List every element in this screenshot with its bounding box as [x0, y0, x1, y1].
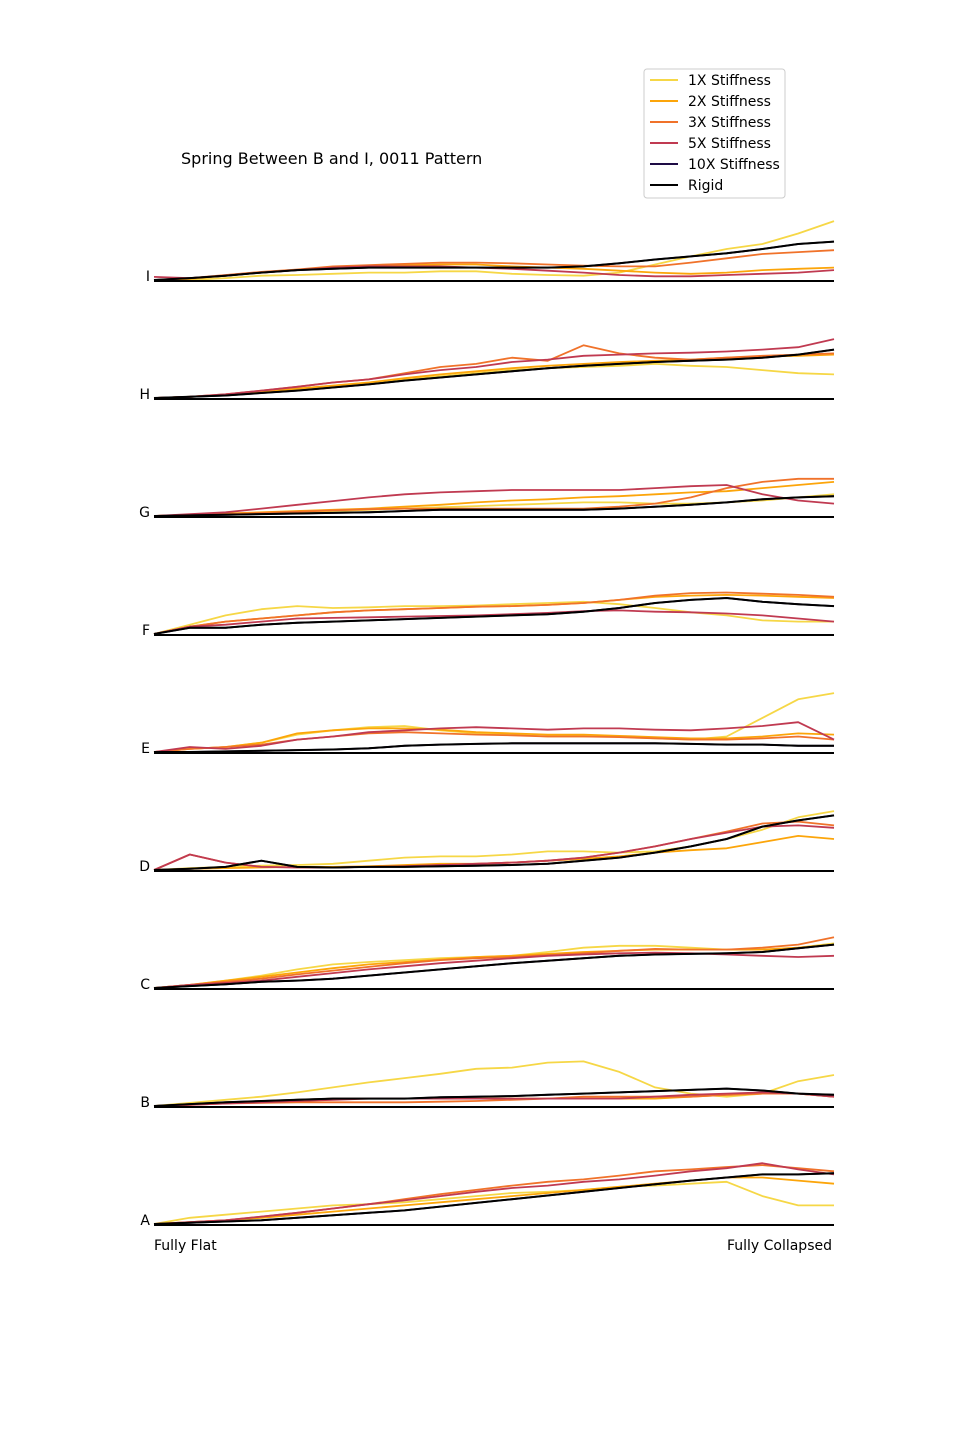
panel-label: D [139, 859, 150, 875]
x-start-label: Fully Flat [154, 1238, 217, 1254]
series-line-1x-stiffness [154, 220, 835, 281]
panel-e: E [141, 692, 835, 757]
panel-label: E [141, 741, 150, 757]
panel-a: A [140, 1162, 835, 1229]
panel-i: I [146, 220, 835, 285]
chart-title: Spring Between B and I, 0011 Pattern [181, 149, 482, 168]
series-line-rigid [153, 348, 835, 399]
series-line-3x-stiffness [153, 936, 835, 989]
series-line-rigid [154, 742, 834, 753]
series-line-5x-stiffness [153, 338, 835, 399]
panel-label: I [146, 269, 150, 285]
series-line-rigid [153, 1172, 835, 1225]
series-line-5x-stiffness [153, 609, 835, 635]
series-line-rigid [153, 943, 835, 989]
panel-f: F [142, 591, 835, 639]
panel-label: F [142, 623, 150, 639]
series-line-2x-stiffness [153, 727, 835, 753]
series-line-3x-stiffness [153, 731, 835, 753]
legend-label-1x-stiffness: 1X Stiffness [688, 73, 771, 89]
panel-label: B [140, 1095, 150, 1111]
series-line-5x-stiffness [153, 1091, 835, 1107]
legend-frame [643, 68, 786, 199]
panels-group: I H G F E D C B A [139, 220, 835, 1229]
series-line-3x-stiffness [153, 591, 835, 635]
series-line-1x-stiffness [153, 600, 834, 635]
x-end-label: Fully Collapsed [727, 1238, 832, 1254]
series-line-5x-stiffness [153, 824, 835, 871]
legend-label-2x-stiffness: 2X Stiffness [688, 94, 771, 110]
series-line-rigid [153, 240, 835, 281]
panel-d: D [139, 810, 835, 875]
panel-c: C [140, 936, 835, 993]
legend: 1X Stiffness 2X Stiffness 3X Stiffness 5X S… [643, 68, 786, 199]
panel-label: G [139, 505, 150, 521]
series-line-1x-stiffness [153, 1180, 834, 1225]
series-line-rigid [153, 495, 835, 517]
panel-g: G [139, 477, 835, 521]
panel-h: H [139, 338, 835, 403]
series-line-5x-stiffness [153, 484, 835, 517]
legend-label-5x-stiffness: 5X Stiffness [688, 136, 771, 152]
legend-label-10x-stiffness: 10X Stiffness [688, 157, 780, 173]
series-line-3x-stiffness [153, 477, 834, 517]
series-line-1x-stiffness [153, 1060, 835, 1107]
legend-label-rigid: Rigid [688, 178, 723, 194]
series-line-rigid [153, 1087, 835, 1107]
series-line-rigid [153, 597, 835, 635]
series-line-5x-stiffness [153, 721, 835, 753]
panel-b: B [140, 1060, 835, 1111]
panel-label: H [139, 387, 150, 403]
panel-label: A [140, 1213, 150, 1229]
series-line-5x-stiffness [153, 1162, 835, 1225]
series-line-rigid [153, 814, 835, 871]
panel-label: C [140, 977, 150, 993]
legend-label-3x-stiffness: 3X Stiffness [688, 115, 771, 131]
